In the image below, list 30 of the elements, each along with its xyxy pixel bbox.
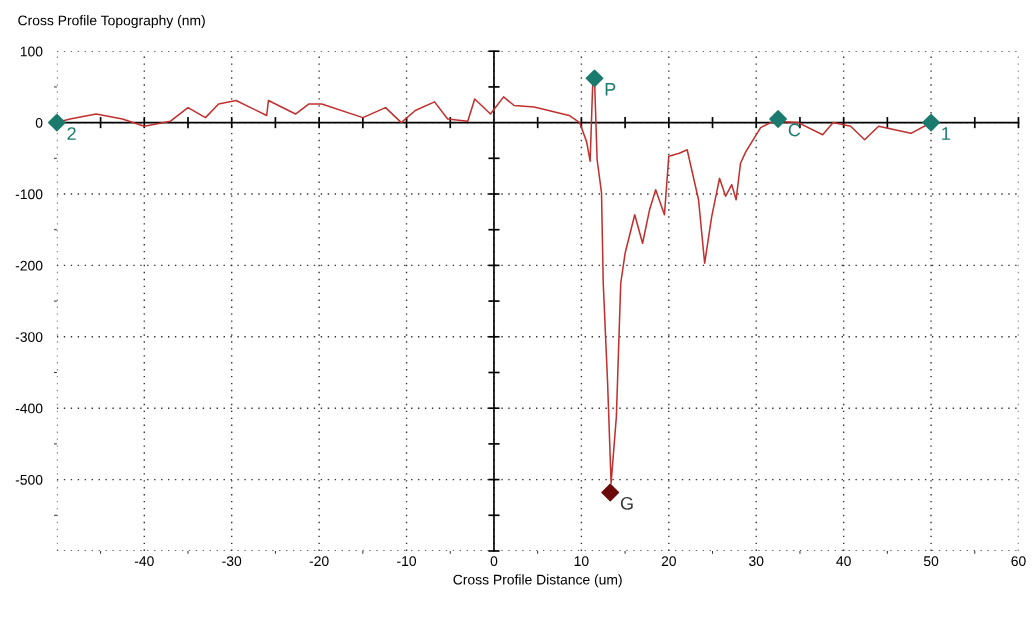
annotation: P (605, 83, 616, 96)
x-tick-label: -10 (397, 556, 417, 567)
point (769, 110, 787, 128)
x-tick-label: 60 (1011, 556, 1026, 567)
x-tick-label: 0 (490, 556, 498, 567)
point (922, 113, 940, 132)
annotation: 2 (67, 127, 76, 140)
y-tick-label: 100 (20, 46, 43, 57)
y-tick-label: -100 (15, 189, 43, 200)
x-axis-title: Cross Profile Distance (um) (453, 574, 622, 588)
y-tick-label: 0 (35, 117, 43, 128)
y-tick-label: -400 (15, 403, 43, 414)
y-tick-label: -500 (15, 474, 43, 485)
annotation: G (620, 497, 633, 510)
x-tick-label: 50 (923, 556, 939, 567)
point (585, 69, 604, 88)
y-axis-title: Cross Profile Topography (nm) (18, 15, 205, 29)
x-tick-label: -30 (222, 556, 242, 567)
x-tick-label: 10 (574, 556, 589, 567)
x-tick-label: 30 (749, 556, 764, 567)
y-tick-label: -300 (15, 332, 43, 342)
x-tick-label: -20 (309, 556, 329, 567)
x-tick-label: 20 (661, 556, 676, 567)
x-tick-label: 40 (836, 556, 851, 567)
x-tick-label: -40 (134, 556, 154, 567)
point (601, 483, 620, 502)
annotation: C (788, 123, 801, 137)
y-tick-label: -200 (15, 260, 43, 271)
annotation: 1 (942, 127, 950, 140)
point (47, 113, 66, 132)
